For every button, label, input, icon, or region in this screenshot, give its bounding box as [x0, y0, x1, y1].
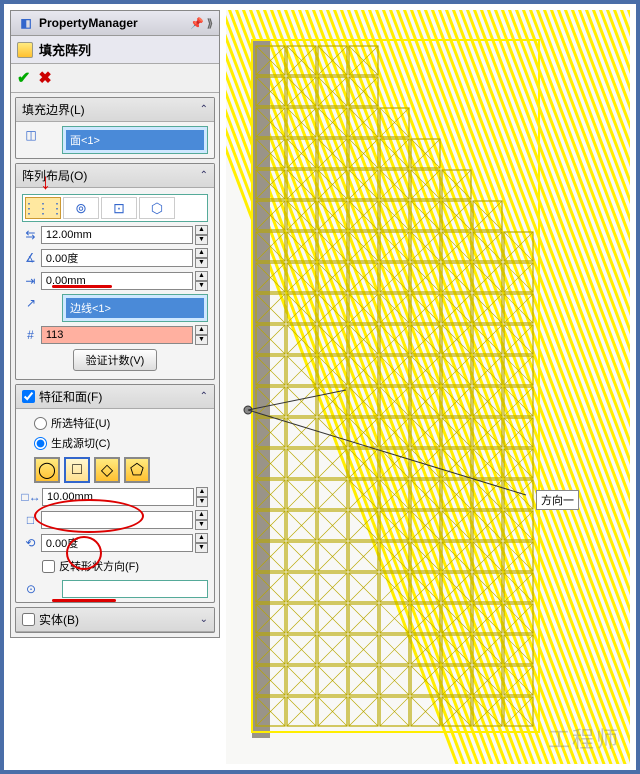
pin-icon[interactable]: 📌 ⟫ — [190, 17, 213, 30]
edge-icon: ↗ — [22, 294, 40, 312]
spacing-row: ⇆ ▲▼ — [22, 225, 208, 245]
count-icon: # — [22, 326, 39, 344]
collapse-icon: ⌃ — [200, 104, 208, 115]
pattern-grid-button[interactable]: ⋮⋮⋮ — [25, 197, 61, 219]
radio-selected-input[interactable] — [34, 417, 47, 430]
dim-input[interactable] — [42, 488, 194, 506]
count-spinner[interactable]: ▲▼ — [195, 325, 208, 345]
angle-spinner[interactable]: ▲▼ — [195, 248, 208, 268]
section-boundary: 填充边界(L)⌃ ◫ 面<1> — [15, 97, 215, 159]
section-layout: 阵列布局(O)⌃ ⋮⋮⋮ ⊚ ⊡ ⬡ ⇆ ▲▼ ∡ ▲▼ ⇥ ▲▼ — [15, 163, 215, 380]
feature-angle-input[interactable] — [41, 534, 193, 552]
confirm-row: ✔ ✖ — [11, 64, 219, 93]
blank-input[interactable] — [41, 511, 193, 529]
feature-angle-icon: ⟲ — [22, 534, 39, 552]
feature-title: 填充阵列 — [39, 40, 91, 59]
section-body: 实体(B)⌄ — [15, 607, 215, 633]
dim-spinner[interactable]: ▲▼ — [196, 487, 208, 507]
blank-icon: □ — [22, 511, 39, 529]
feature-enable-checkbox[interactable] — [22, 390, 35, 403]
blank-spinner[interactable]: ▲▼ — [195, 510, 208, 530]
section-boundary-head[interactable]: 填充边界(L)⌃ — [16, 98, 214, 122]
flip-checkbox[interactable] — [42, 560, 55, 573]
pattern-polygon-button[interactable]: ⬡ — [139, 197, 175, 219]
selection-item[interactable]: 面<1> — [66, 130, 204, 150]
direction-label: 方向一 — [536, 490, 579, 510]
shape-polygon-button[interactable]: ⬠ — [124, 457, 150, 483]
margin-input[interactable] — [41, 272, 193, 290]
property-manager-panel: ◧ PropertyManager 📌 ⟫ 填充阵列 ✔ ✖ 填充边界(L)⌃ … — [10, 10, 220, 638]
pattern-type-row: ⋮⋮⋮ ⊚ ⊡ ⬡ — [22, 194, 208, 222]
feature-title-row: 填充阵列 — [11, 36, 219, 64]
angle-icon: ∡ — [22, 249, 39, 267]
shape-diamond-button[interactable]: ◇ — [94, 457, 120, 483]
angle-row: ∡ ▲▼ — [22, 248, 208, 268]
vertex-selection[interactable] — [62, 580, 208, 598]
model-svg — [226, 10, 630, 764]
spacing-input[interactable] — [41, 226, 193, 244]
blank-row: □ ▲▼ — [22, 510, 208, 530]
radio-seed-cut[interactable]: 生成源切(C) — [22, 433, 208, 453]
pm-icon: ◧ — [17, 14, 35, 32]
boundary-selection[interactable]: 面<1> — [62, 126, 208, 154]
pm-header: ◧ PropertyManager 📌 ⟫ — [11, 11, 219, 36]
margin-row: ⇥ ▲▼ — [22, 271, 208, 291]
section-layout-head[interactable]: 阵列布局(O)⌃ — [16, 164, 214, 188]
collapse-icon: ⌄ — [200, 614, 208, 625]
edge-item[interactable]: 边线<1> — [66, 298, 204, 318]
watermark: 工程师 — [548, 722, 620, 754]
count-input[interactable] — [41, 326, 193, 344]
dim-icon: □↔ — [22, 488, 40, 506]
collapse-icon: ⌃ — [200, 170, 208, 181]
ok-button[interactable]: ✔ — [17, 68, 30, 88]
section-body-head[interactable]: 实体(B)⌄ — [16, 608, 214, 632]
verify-count-button[interactable]: 验证计数(V) — [73, 349, 158, 371]
shape-row: ◯ □ ◇ ⬠ — [34, 457, 208, 483]
angle-input[interactable] — [41, 249, 193, 267]
margin-spinner[interactable]: ▲▼ — [195, 271, 208, 291]
viewport[interactable]: 方向一 工程师 — [226, 10, 630, 764]
radio-seed-input[interactable] — [34, 437, 47, 450]
pattern-circular-button[interactable]: ⊚ — [63, 197, 99, 219]
pattern-square-button[interactable]: ⊡ — [101, 197, 137, 219]
shape-square-button[interactable]: □ — [64, 457, 90, 483]
spacing-icon: ⇆ — [22, 226, 39, 244]
section-feature-head[interactable]: 特征和面(F)⌃ — [16, 385, 214, 409]
radio-selected-features[interactable]: 所选特征(U) — [22, 413, 208, 433]
fill-pattern-icon — [17, 42, 33, 58]
spacing-spinner[interactable]: ▲▼ — [195, 225, 208, 245]
count-row: # ▲▼ — [22, 325, 208, 345]
edge-selection[interactable]: 边线<1> — [62, 294, 208, 322]
cancel-button[interactable]: ✖ — [38, 68, 51, 88]
shape-circle-button[interactable]: ◯ — [34, 457, 60, 483]
feature-angle-spinner[interactable]: ▲▼ — [195, 533, 208, 553]
face-icon: ◫ — [22, 126, 40, 144]
pm-title: PropertyManager — [39, 16, 138, 30]
section-feature: 特征和面(F)⌃ 所选特征(U) 生成源切(C) ◯ □ ◇ ⬠ □↔ ▲▼ — [15, 384, 215, 603]
margin-icon: ⇥ — [22, 272, 39, 290]
flip-row[interactable]: 反转形状方向(F) — [22, 556, 208, 576]
dim-row: □↔ ▲▼ — [22, 487, 208, 507]
body-enable-checkbox[interactable] — [22, 613, 35, 626]
collapse-icon: ⌃ — [200, 391, 208, 402]
feature-angle-row: ⟲ ▲▼ — [22, 533, 208, 553]
vertex-icon: ⊙ — [22, 580, 40, 598]
